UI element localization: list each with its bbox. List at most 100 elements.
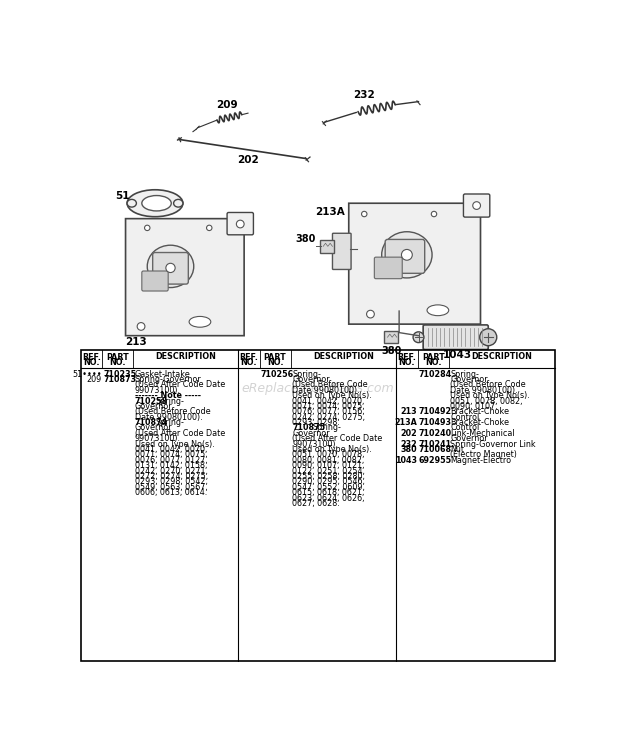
- Circle shape: [413, 332, 424, 342]
- Text: 213A: 213A: [394, 418, 417, 427]
- Circle shape: [366, 310, 374, 318]
- FancyBboxPatch shape: [423, 325, 489, 350]
- Ellipse shape: [189, 316, 211, 327]
- Text: 1043: 1043: [443, 350, 472, 359]
- FancyBboxPatch shape: [332, 234, 351, 269]
- Text: Link-Mechanical: Link-Mechanical: [450, 429, 515, 438]
- Ellipse shape: [127, 199, 136, 207]
- Text: Spring-: Spring-: [155, 397, 184, 405]
- Ellipse shape: [127, 190, 183, 217]
- Text: (Used Before Code: (Used Before Code: [135, 407, 210, 417]
- Text: 0051, 0070, 0078,: 0051, 0070, 0078,: [292, 450, 365, 459]
- Circle shape: [166, 263, 175, 272]
- Text: Governor: Governor: [450, 375, 488, 384]
- Text: 710235: 710235: [103, 370, 136, 379]
- Text: NO.: NO.: [267, 358, 283, 367]
- Text: 0615, 0618, 0621,: 0615, 0618, 0621,: [292, 488, 365, 497]
- Text: 232: 232: [400, 440, 417, 449]
- Polygon shape: [125, 219, 244, 336]
- Text: 0090, 0107.: 0090, 0107.: [450, 402, 498, 411]
- Text: 0041, 0042, 0070,: 0041, 0042, 0070,: [135, 445, 207, 454]
- Text: 51: 51: [115, 191, 130, 201]
- Text: 0242, 0270, 0271,: 0242, 0270, 0271,: [135, 466, 208, 475]
- Text: NO.: NO.: [110, 358, 126, 367]
- Text: (Used After Code Date: (Used After Code Date: [135, 429, 225, 438]
- Text: 710284: 710284: [418, 370, 452, 379]
- Text: 0549, 0563, 0567,: 0549, 0563, 0567,: [135, 483, 208, 492]
- Text: 0071, 0074, 0075,: 0071, 0074, 0075,: [135, 450, 208, 459]
- Text: (Electro Magnet): (Electro Magnet): [450, 450, 517, 459]
- Text: NO.: NO.: [83, 358, 100, 367]
- Text: REF.: REF.: [239, 353, 258, 362]
- Text: 0090, 0107, 0121,: 0090, 0107, 0121,: [292, 461, 365, 470]
- Text: 710256: 710256: [260, 370, 293, 379]
- Text: 710875: 710875: [292, 423, 326, 432]
- Text: Date 99080100).: Date 99080100).: [292, 385, 360, 395]
- Text: NO.: NO.: [399, 358, 415, 367]
- Text: 710258: 710258: [135, 397, 168, 405]
- Text: Spring-Governor Link: Spring-Governor Link: [450, 440, 536, 449]
- Text: (Used After Code Date: (Used After Code Date: [135, 380, 225, 389]
- Polygon shape: [348, 203, 480, 324]
- Ellipse shape: [142, 196, 171, 211]
- Text: Governor: Governor: [292, 429, 330, 438]
- Ellipse shape: [382, 231, 432, 278]
- Text: 51••••: 51••••: [72, 370, 102, 379]
- Text: 99073100).: 99073100).: [135, 385, 181, 395]
- Text: Nut: Nut: [450, 445, 464, 454]
- FancyBboxPatch shape: [142, 271, 168, 291]
- Circle shape: [402, 249, 412, 260]
- Text: 0627, 0628.: 0627, 0628.: [292, 499, 340, 508]
- Ellipse shape: [427, 305, 449, 315]
- Text: Magnet-Electro: Magnet-Electro: [450, 456, 512, 465]
- Text: PART: PART: [107, 353, 129, 362]
- Text: Control: Control: [450, 413, 479, 422]
- Ellipse shape: [174, 199, 183, 207]
- Text: (Used Before Code: (Used Before Code: [292, 380, 368, 389]
- Text: Governor: Governor: [292, 375, 330, 384]
- FancyBboxPatch shape: [78, 89, 558, 350]
- Text: Governor: Governor: [450, 434, 488, 443]
- Text: 710241: 710241: [418, 440, 451, 449]
- Text: Used on Type No(s).: Used on Type No(s).: [292, 445, 372, 454]
- Text: Date 99080100).: Date 99080100).: [135, 413, 203, 422]
- Text: 710492: 710492: [418, 407, 451, 417]
- Text: 0623, 0624, 0626,: 0623, 0624, 0626,: [292, 493, 365, 502]
- Text: 710874: 710874: [135, 418, 168, 427]
- Text: REF.: REF.: [82, 353, 101, 362]
- Text: 710493: 710493: [418, 418, 451, 427]
- Text: 0293, 0298, 0542,: 0293, 0298, 0542,: [135, 478, 208, 487]
- FancyBboxPatch shape: [463, 194, 490, 217]
- Text: 0122, 0251, 0254,: 0122, 0251, 0254,: [292, 466, 365, 475]
- Circle shape: [137, 323, 145, 330]
- Text: PART: PART: [264, 353, 286, 362]
- Text: 99073100).: 99073100).: [292, 440, 338, 449]
- Text: Spring-: Spring-: [312, 423, 341, 432]
- Text: 213A: 213A: [315, 208, 345, 217]
- Text: Spring-Governor: Spring-Governor: [135, 375, 202, 384]
- Text: PART: PART: [422, 353, 445, 362]
- FancyBboxPatch shape: [385, 240, 425, 273]
- Text: 0080, 0081, 0082,: 0080, 0081, 0082,: [292, 456, 365, 465]
- Circle shape: [432, 211, 436, 217]
- Text: 692955: 692955: [418, 456, 451, 465]
- Text: (Used Before Code: (Used Before Code: [450, 380, 526, 389]
- Text: DESCRIPTION: DESCRIPTION: [471, 352, 532, 361]
- Text: 710873: 710873: [103, 375, 136, 384]
- Circle shape: [480, 329, 497, 346]
- Text: Used on Type No(s).: Used on Type No(s).: [135, 440, 215, 449]
- Text: Bracket-Choke: Bracket-Choke: [450, 418, 509, 427]
- Text: REF.: REF.: [397, 353, 416, 362]
- Text: 0290, 0295, 0546,: 0290, 0295, 0546,: [292, 478, 365, 487]
- Text: ------- Note -----: ------- Note -----: [135, 391, 201, 400]
- Text: Spring-: Spring-: [450, 370, 479, 379]
- Text: 710240: 710240: [418, 429, 451, 438]
- FancyBboxPatch shape: [153, 252, 188, 284]
- FancyBboxPatch shape: [81, 350, 555, 661]
- Text: Control: Control: [450, 423, 479, 432]
- Circle shape: [236, 220, 244, 228]
- Text: 710068: 710068: [418, 445, 451, 454]
- Text: Governor: Governor: [135, 402, 172, 411]
- Text: 213: 213: [401, 407, 417, 417]
- Text: 380: 380: [401, 445, 417, 454]
